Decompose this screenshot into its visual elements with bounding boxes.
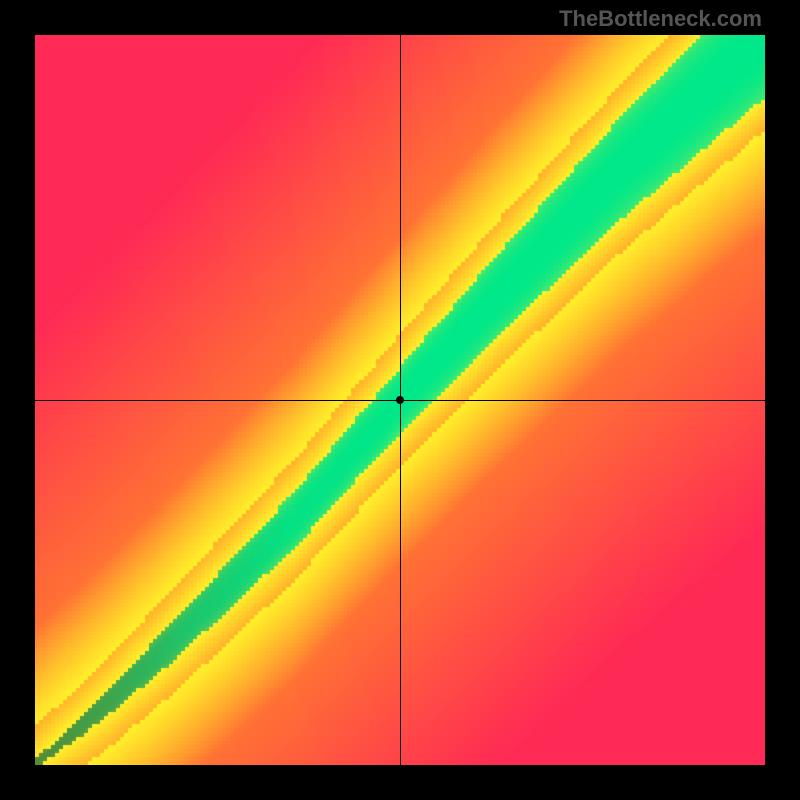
crosshair-marker	[396, 396, 404, 404]
chart-container: TheBottleneck.com	[0, 0, 800, 800]
watermark-text: TheBottleneck.com	[559, 6, 762, 32]
